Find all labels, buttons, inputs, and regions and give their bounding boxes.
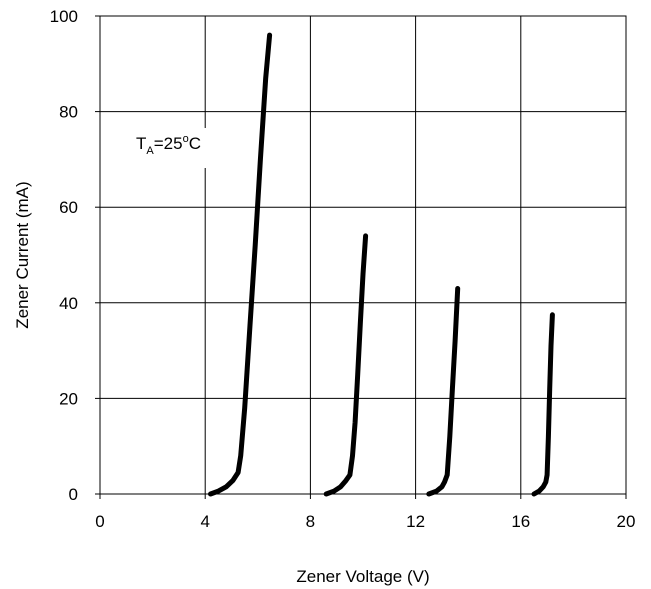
y-axis-label: Zener Current (mA): [13, 181, 32, 328]
temperature-annotation: TA=25oC: [136, 133, 201, 157]
tick-marks: [95, 15, 627, 499]
series-group: [208, 32, 555, 497]
x-tick-label: 8: [306, 512, 315, 531]
y-tick-label: 20: [59, 389, 78, 408]
y-tick-label: 40: [59, 294, 78, 313]
annotation-background: [130, 128, 222, 168]
y-tick-label: 80: [59, 103, 78, 122]
zener-curve-1: [208, 32, 273, 497]
x-tick-label: 20: [617, 512, 636, 531]
y-tick-label: 100: [50, 7, 78, 26]
y-tick-label: 0: [69, 485, 78, 504]
x-tick-labels: 0 4 8 12 16 20: [95, 512, 635, 531]
plot-frame: [99, 15, 627, 495]
x-tick-label: 0: [95, 512, 104, 531]
zener-curve-2: [323, 233, 369, 497]
x-tick-label: 16: [511, 512, 530, 531]
x-axis-label: Zener Voltage (V): [296, 567, 429, 586]
x-tick-label: 4: [200, 512, 209, 531]
zener-curve-3: [426, 286, 461, 497]
y-tick-labels: 0 20 40 60 80 100: [50, 7, 78, 504]
x-tick-label: 12: [406, 512, 425, 531]
zener-curve-4: [531, 312, 555, 497]
y-tick-label: 60: [59, 198, 78, 217]
